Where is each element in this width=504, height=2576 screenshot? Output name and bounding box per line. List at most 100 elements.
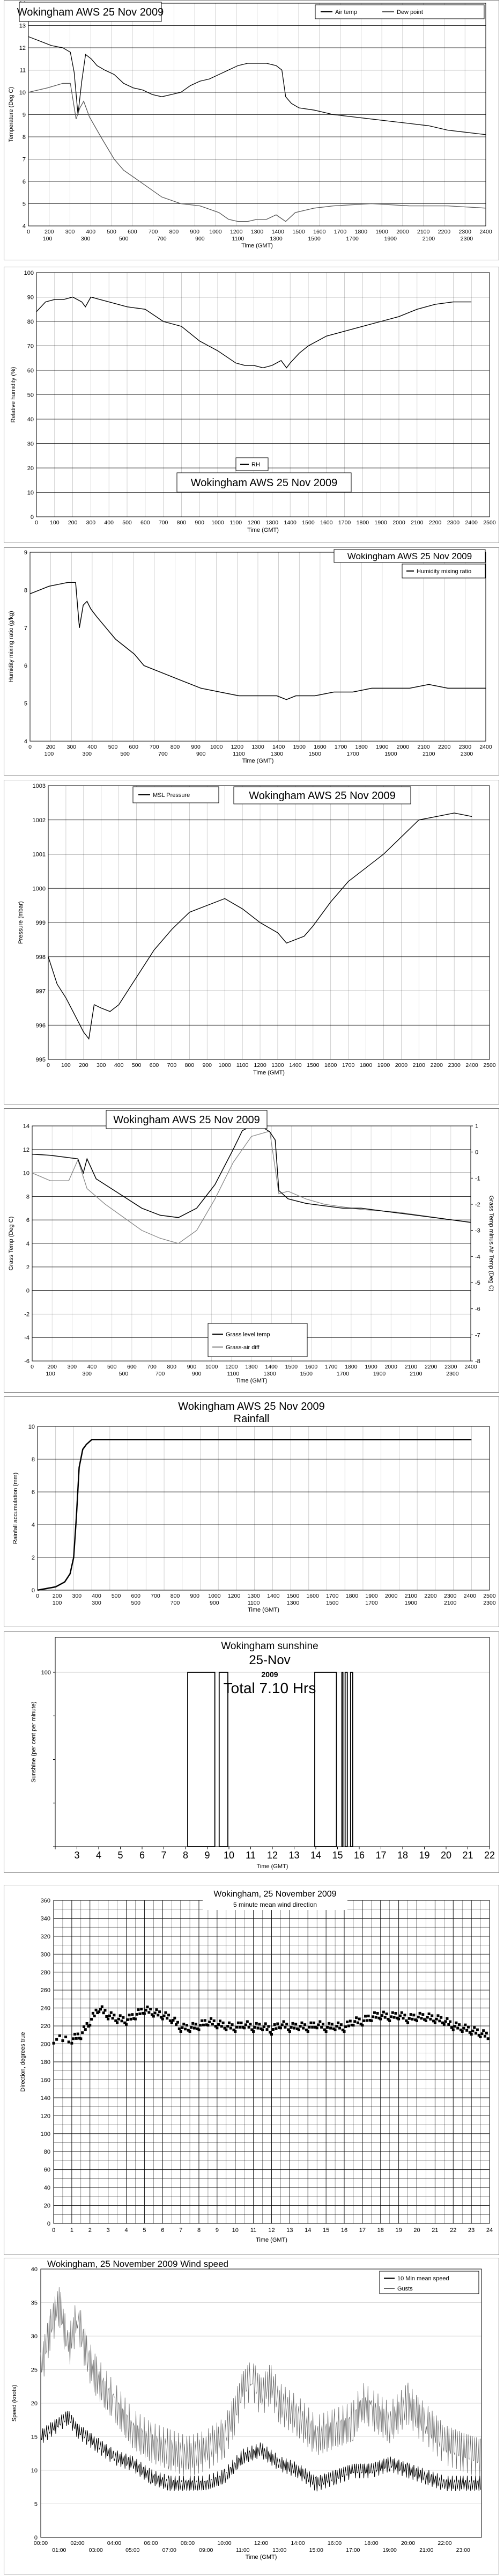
direction-point bbox=[359, 2022, 362, 2025]
x-tick-label: 2400 bbox=[464, 1364, 477, 1370]
x-tick-label: 1400 bbox=[265, 1364, 278, 1370]
direction-point bbox=[131, 2013, 134, 2016]
direction-point bbox=[72, 2037, 75, 2040]
x-tick-label: 09:00 bbox=[199, 2547, 213, 2553]
x-tick-label: 1700 bbox=[342, 1062, 355, 1069]
y-tick-label: 80 bbox=[27, 319, 34, 325]
x-axis-label: Time (GMT) bbox=[253, 1070, 285, 1076]
chart-title: Wokingham AWS 25 Nov 2009 bbox=[178, 1401, 324, 1413]
direction-point bbox=[338, 2026, 342, 2030]
dew-point-line bbox=[28, 83, 486, 222]
direction-point bbox=[82, 2025, 85, 2028]
direction-point bbox=[147, 2011, 151, 2014]
x-tick-label: 2300 bbox=[444, 1364, 457, 1370]
x-tick-label: 1600 bbox=[313, 229, 326, 235]
direction-point bbox=[446, 2017, 449, 2020]
y-tick-label: 2 bbox=[26, 1264, 29, 1271]
direction-point bbox=[324, 2030, 328, 2033]
direction-point bbox=[290, 2026, 293, 2029]
direction-point bbox=[350, 2023, 353, 2026]
x-tick-label: 700 bbox=[167, 1062, 177, 1069]
direction-point bbox=[442, 2023, 446, 2026]
direction-point bbox=[125, 2023, 128, 2026]
direction-point bbox=[219, 2019, 222, 2023]
x-tick-label: 1900 bbox=[384, 236, 397, 242]
direction-point bbox=[297, 2028, 300, 2031]
direction-point bbox=[205, 2023, 208, 2026]
direction-point bbox=[260, 2027, 263, 2030]
chart-title-box bbox=[106, 1110, 268, 1129]
x-tick-label: 2300 bbox=[446, 1371, 459, 1377]
direction-point bbox=[361, 2024, 364, 2027]
direction-point bbox=[287, 2028, 290, 2031]
chart-title: Wokingham AWS 25 Nov 2009 bbox=[347, 551, 472, 561]
x-tick-label: 200 bbox=[46, 744, 56, 750]
x-tick-label: 200 bbox=[53, 1593, 62, 1599]
x-tick-label: 2100 bbox=[410, 1371, 423, 1377]
direction-point bbox=[221, 2021, 225, 2024]
x-tick-label: 300 bbox=[82, 1371, 92, 1377]
direction-point bbox=[352, 2024, 355, 2027]
y-tick-label: 5 bbox=[23, 201, 26, 208]
x-tick-label: 2000 bbox=[392, 519, 405, 526]
x-tick-label: 1900 bbox=[375, 519, 388, 526]
x-tick-label: 17:00 bbox=[346, 2547, 360, 2553]
direction-point bbox=[381, 2014, 384, 2017]
x-tick-label: 2200 bbox=[438, 229, 451, 235]
y-tick-label: 13 bbox=[19, 23, 26, 30]
x-tick-label: 100 bbox=[50, 519, 60, 526]
direction-point bbox=[76, 2032, 79, 2036]
direction-point bbox=[234, 2030, 237, 2033]
y-tick-label: 320 bbox=[41, 1934, 50, 1940]
direction-point bbox=[134, 2017, 137, 2021]
x-tick-label: 600 bbox=[131, 1593, 140, 1599]
x-tick-label: 1900 bbox=[373, 1371, 386, 1377]
x-tick-label: 200 bbox=[68, 519, 78, 526]
x-tick-label: 2100 bbox=[423, 751, 435, 757]
x-tick-label: 1200 bbox=[248, 519, 261, 526]
rainfall-line bbox=[37, 1439, 472, 1591]
sunshine-bar bbox=[350, 1672, 353, 1847]
x-tick-label: 1000 bbox=[208, 1593, 221, 1599]
x-tick-label: 16:00 bbox=[328, 2540, 342, 2546]
x-tick-label: 1700 bbox=[337, 1371, 350, 1377]
direction-point bbox=[373, 2011, 376, 2014]
x-tick-label: 2100 bbox=[411, 519, 424, 526]
chart-wind-direction: 0204060801001201401601802002202402602803… bbox=[20, 1889, 493, 2243]
direction-point bbox=[225, 2028, 228, 2031]
direction-point bbox=[172, 2019, 175, 2022]
chart-title: Wokingham sunshine bbox=[221, 1641, 318, 1652]
direction-point bbox=[118, 2014, 122, 2017]
x-tick-label: 19:00 bbox=[383, 2547, 397, 2553]
panel-sunshine: 100 Sunshine (per cent per minute) 3 4 5 6 7 8 9… bbox=[4, 1631, 499, 1873]
y-axis-label: Temperature (Deg C) bbox=[8, 87, 14, 142]
x-tick-label: 500 bbox=[122, 519, 132, 526]
direction-point bbox=[210, 2017, 213, 2020]
x-tick-label: 16 bbox=[341, 2227, 347, 2234]
x-tick-label: 1000 bbox=[210, 744, 223, 750]
x-tick-label: 2000 bbox=[385, 1593, 398, 1599]
x-tick-label: 0 bbox=[36, 1593, 39, 1599]
y-tick-label: 6 bbox=[26, 1217, 29, 1224]
x-tick-label: 400 bbox=[87, 1364, 97, 1370]
title-bg bbox=[181, 1641, 358, 1660]
x-tick-label: 10:00 bbox=[217, 2540, 231, 2546]
x-tick-label: 2500 bbox=[483, 1593, 496, 1599]
x-tick-label: 100 bbox=[61, 1062, 71, 1069]
x-tick-label: 1900 bbox=[405, 1600, 418, 1606]
x-tick-label: 2100 bbox=[413, 1062, 426, 1069]
x-tick-label: 2000 bbox=[396, 229, 409, 235]
y-axis-label: Pressure (mbar) bbox=[18, 901, 24, 943]
direction-point bbox=[211, 2023, 214, 2026]
direction-point bbox=[194, 2023, 197, 2026]
x-tick-label: 12:00 bbox=[254, 2540, 268, 2546]
plot-area bbox=[55, 1637, 490, 1847]
direction-point bbox=[87, 2025, 90, 2028]
y-tick-label: -4 bbox=[24, 1335, 29, 1341]
x-tick-label: 400 bbox=[114, 1062, 124, 1069]
x-tick-label: 1700 bbox=[346, 751, 359, 757]
x-tick-label: 2100 bbox=[444, 1600, 457, 1606]
direction-point bbox=[250, 2028, 254, 2031]
x-tick-label: 2500 bbox=[483, 519, 496, 526]
direction-point bbox=[305, 2029, 308, 2032]
